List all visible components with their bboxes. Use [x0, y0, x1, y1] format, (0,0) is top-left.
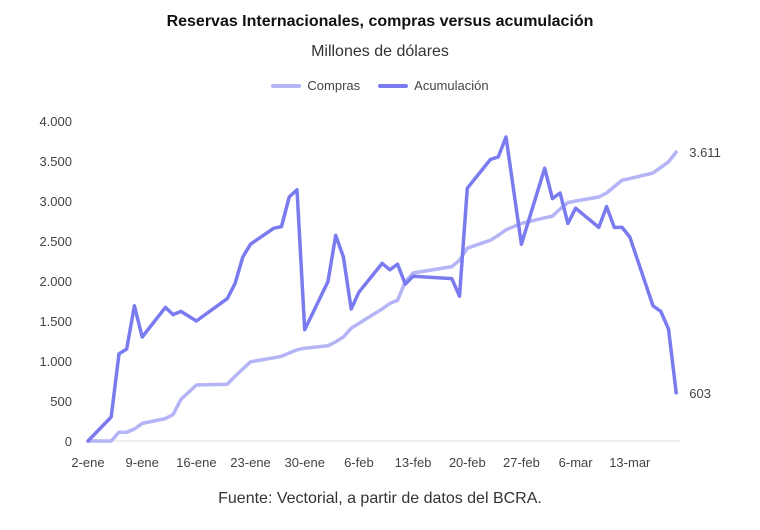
x-tick-label: 20-feb — [449, 455, 486, 470]
legend-label-compras: Compras — [307, 78, 361, 93]
y-tick-label: 3.500 — [39, 154, 72, 169]
y-tick-label: 4.000 — [39, 114, 72, 129]
legend-swatch-compras — [271, 83, 302, 88]
series-line-acumulacion — [86, 135, 678, 443]
chart-subtitle: Millones de dólares — [311, 43, 449, 60]
x-tick-label: 30-ene — [284, 455, 324, 470]
legend-label-acumulacion: Acumulación — [414, 78, 489, 93]
y-tick-label: 1.000 — [39, 354, 72, 369]
y-tick-label: 500 — [50, 394, 72, 409]
legend-item-acumulacion: Acumulación — [378, 78, 489, 93]
x-tick-label: 13-feb — [395, 455, 432, 470]
source-note: Fuente: Vectorial, a partir de datos del… — [218, 490, 542, 507]
y-tick-label: 2.500 — [39, 234, 72, 249]
x-tick-label: 16-ene — [176, 455, 216, 470]
end-label-compras: 3.611 — [689, 145, 721, 160]
end-label-acumulacion: 603 — [689, 386, 711, 401]
x-tick-label: 9-ene — [126, 455, 159, 470]
y-tick-label: 1.500 — [39, 314, 72, 329]
y-tick-label: 0 — [65, 434, 72, 449]
y-tick-label: 2.000 — [39, 274, 72, 289]
series-line-compras — [86, 150, 678, 443]
legend: Compras Acumulación — [0, 78, 760, 93]
x-tick-label: 6-mar — [559, 455, 594, 470]
chart-title: Reservas Internacionales, compras versus… — [166, 13, 594, 30]
x-tick-label: 27-feb — [503, 455, 540, 470]
x-tick-label: 6-feb — [344, 455, 374, 470]
x-tick-label: 2-ene — [71, 455, 104, 470]
x-tick-label: 23-ene — [230, 455, 270, 470]
legend-swatch-acumulacion — [378, 83, 409, 88]
legend-item-compras: Compras — [271, 78, 360, 93]
x-tick-label: 13-mar — [609, 455, 651, 470]
y-tick-label: 3.000 — [39, 194, 72, 209]
